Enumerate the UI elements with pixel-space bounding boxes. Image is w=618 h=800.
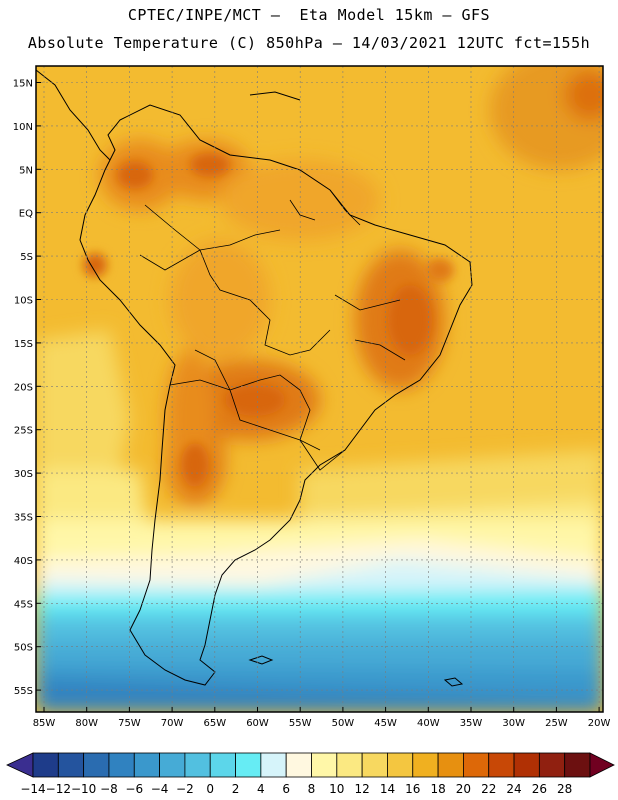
colorbar-label: 26 — [532, 782, 547, 796]
lon-label: 30W — [502, 718, 525, 729]
colorbar — [6, 752, 615, 778]
lat-label: 35S — [14, 513, 33, 524]
lon-label: 40W — [417, 718, 440, 729]
colorbar-label: 24 — [506, 782, 521, 796]
lat-label: 20S — [14, 382, 33, 393]
lat-label: 30S — [14, 469, 33, 480]
country-borders — [139, 189, 406, 471]
colorbar-swatch — [437, 752, 464, 778]
lat-label: 15S — [14, 339, 33, 350]
colorbar-swatch — [32, 752, 59, 778]
colorbar-swatch — [83, 752, 110, 778]
colorbar-label: 28 — [557, 782, 572, 796]
colorbar-swatch — [387, 752, 414, 778]
lon-label: 55W — [289, 718, 312, 729]
lon-label: 60W — [246, 718, 269, 729]
lon-label: 80W — [75, 718, 98, 729]
lon-label: 45W — [374, 718, 397, 729]
colorbar-swatch — [133, 752, 160, 778]
colorbar-swatch — [538, 752, 566, 778]
lat-label: 5N — [19, 165, 33, 176]
lat-label: 25S — [14, 426, 33, 437]
colorbar-swatch — [209, 752, 236, 778]
colorbar-label: 4 — [257, 782, 265, 796]
colorbar-swatch — [488, 752, 515, 778]
lat-label: 55S — [14, 686, 33, 697]
colorbar-label: 22 — [481, 782, 496, 796]
map-subtitle: Absolute Temperature (C) 850hPa – 14/03/… — [27, 34, 591, 52]
colorbar-swatch — [412, 752, 439, 778]
lat-label: 15N — [13, 79, 33, 90]
colorbar-swatch — [361, 752, 388, 778]
lon-label: 75W — [118, 718, 141, 729]
colorbar-labels: −14 −12 −10 −8 −6 −4 −2 0 2 4 6 8 10 12 14 16 18 20 22 24 26… — [20, 782, 572, 796]
colorbar-label: 2 — [232, 782, 240, 796]
lat-label: 50S — [14, 643, 33, 654]
colorbar-label: 12 — [354, 782, 369, 796]
colorbar-label: 16 — [405, 782, 420, 796]
colorbar-label: 6 — [282, 782, 290, 796]
lon-label: 65W — [203, 718, 226, 729]
lat-label: 45S — [14, 599, 33, 610]
colorbar-label: −14 — [20, 782, 45, 796]
colorbar-label: 0 — [206, 782, 214, 796]
colorbar-swatch — [159, 752, 186, 778]
colorbar-label: 14 — [380, 782, 395, 796]
colorbar-label: −2 — [176, 782, 194, 796]
lat-label: 5S — [20, 252, 33, 263]
lon-label: 70W — [161, 718, 184, 729]
colorbar-over-arrow — [589, 752, 615, 778]
lon-label: 85W — [33, 718, 56, 729]
colorbar-label: 8 — [308, 782, 316, 796]
colorbar-label: −4 — [151, 782, 169, 796]
colorbar-swatch — [564, 752, 591, 778]
lon-label: 50W — [332, 718, 355, 729]
colorbar-under-arrow — [6, 752, 34, 778]
temperature-field — [36, 66, 603, 712]
lat-label: 10N — [13, 122, 33, 133]
colorbar-swatch — [184, 752, 211, 778]
colorbar-swatch — [336, 752, 363, 778]
colorbar-label: −8 — [100, 782, 118, 796]
colorbar-label: −10 — [71, 782, 96, 796]
colorbar-swatch — [463, 752, 490, 778]
colorbar-label: 20 — [456, 782, 471, 796]
colorbar-swatch — [235, 752, 262, 778]
lat-label: 40S — [14, 556, 33, 567]
colorbar-label: −12 — [46, 782, 71, 796]
longitude-labels: 85W 80W 75W 70W 65W 60W 55W 50W 45W 40W 35W 30W 25W 2… — [33, 707, 611, 729]
lon-label: 20W — [588, 718, 611, 729]
map-title: CPTEC/INPE/MCT – Eta Model 15km – GFS — [127, 6, 491, 24]
colorbar-swatch — [285, 752, 312, 778]
colorbar-swatch — [311, 752, 338, 778]
latitude-labels: 15N 10N 5N EQ 5S 10S 15S 20S 25S 30S 35S 40S 45S 50S 5… — [13, 79, 41, 697]
colorbar-swatch — [513, 752, 540, 778]
colorbar-swatch — [57, 752, 85, 778]
lon-label: 25W — [545, 718, 568, 729]
colorbar-label: 10 — [329, 782, 344, 796]
map-frame — [35, 65, 604, 713]
colorbar-swatch — [108, 752, 135, 778]
lat-label: EQ — [19, 209, 33, 220]
colorbar-label: −6 — [125, 782, 143, 796]
colorbar-swatch — [260, 752, 287, 778]
colorbar-label: 18 — [430, 782, 445, 796]
lat-label: 10S — [14, 296, 33, 307]
lon-label: 35W — [460, 718, 483, 729]
